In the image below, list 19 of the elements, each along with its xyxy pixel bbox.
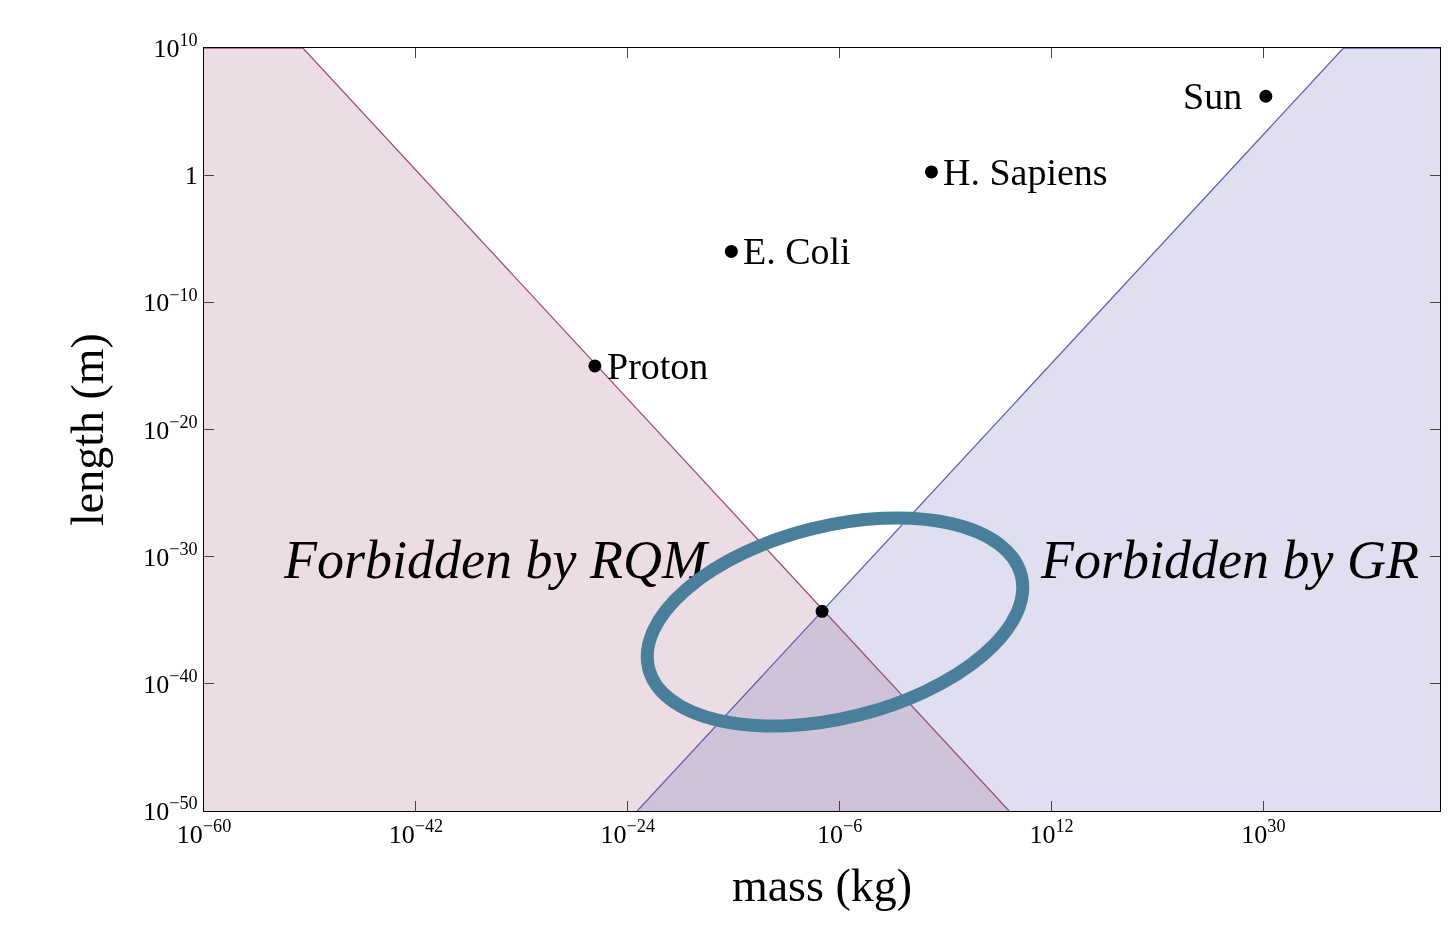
annotation: Forbidden by RQM bbox=[283, 530, 710, 590]
y-tick-label: 10$^{−40}$ bbox=[143, 666, 198, 699]
y-tick-label: 10$^{10}$ bbox=[153, 30, 198, 64]
y-tick-label: 1 bbox=[184, 161, 198, 191]
annotation: Forbidden by GR bbox=[1040, 530, 1419, 590]
x-tick-label: 10$^{−42}$ bbox=[388, 816, 444, 850]
y-axis-title: length (m) bbox=[61, 333, 113, 526]
x-tick-label: 10$^{−6}$ bbox=[816, 816, 863, 850]
annotation: E. Coli bbox=[743, 230, 851, 272]
y-tick-label: 10$^{−10}$ bbox=[143, 284, 198, 318]
annotation: H. Sapiens bbox=[943, 151, 1108, 193]
annotation: Sun bbox=[1183, 75, 1243, 117]
annotation: Proton bbox=[607, 345, 709, 387]
y-tick-label: 10$^{−30}$ bbox=[143, 538, 198, 572]
x-tick-label: 10$^{12}$ bbox=[1029, 816, 1074, 850]
x-axis-title: mass (kg) bbox=[731, 860, 913, 911]
x-tick-label: 10$^{30}$ bbox=[1241, 816, 1286, 850]
x-tick-label: 10$^{−24}$ bbox=[600, 816, 655, 850]
y-tick-label: 10$^{−20}$ bbox=[143, 411, 198, 445]
